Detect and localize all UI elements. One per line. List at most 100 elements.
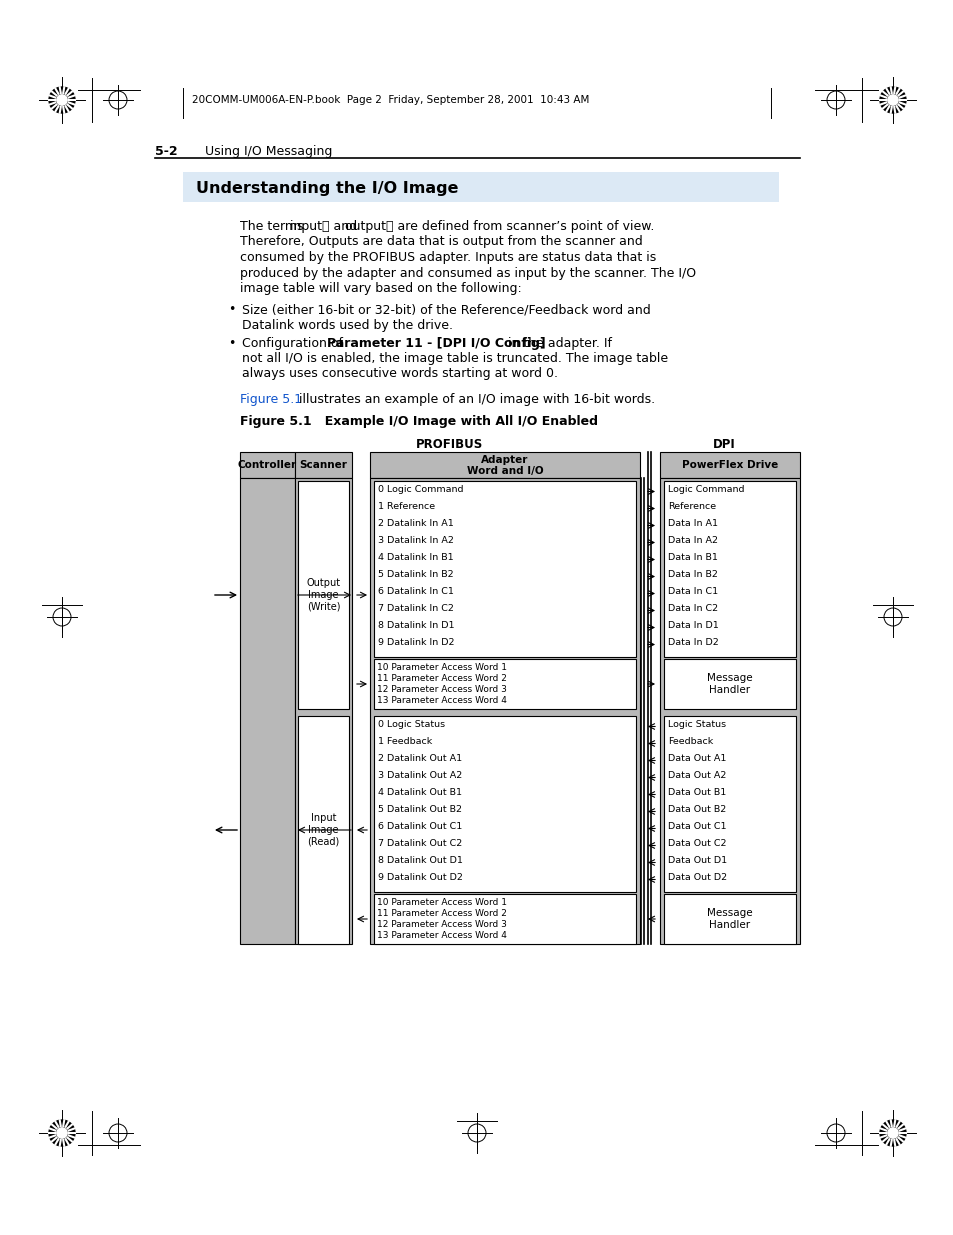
Text: Data Out B1: Data Out B1 xyxy=(667,788,725,797)
Text: 9 Datalink Out D2: 9 Datalink Out D2 xyxy=(377,873,462,882)
Text: 2 Datalink In A1: 2 Datalink In A1 xyxy=(377,519,454,529)
Bar xyxy=(663,716,795,892)
Bar xyxy=(659,452,800,478)
Circle shape xyxy=(887,1128,898,1139)
Text: 11 Parameter Access Word 2: 11 Parameter Access Word 2 xyxy=(376,909,506,918)
Text: Input
Image
(Read): Input Image (Read) xyxy=(307,814,339,847)
Text: DPI: DPI xyxy=(712,438,735,451)
Text: Data In B1: Data In B1 xyxy=(667,553,717,562)
Bar xyxy=(374,894,636,944)
Text: Adapter: Adapter xyxy=(481,454,528,466)
Text: •: • xyxy=(228,304,235,316)
Text: The terms: The terms xyxy=(240,220,307,233)
Text: input and: input and xyxy=(290,220,361,233)
Text: Data Out C1: Data Out C1 xyxy=(667,823,726,831)
Text: 4 Datalink In B1: 4 Datalink In B1 xyxy=(377,553,453,562)
Text: 0 Logic Command: 0 Logic Command xyxy=(377,485,463,494)
Text: in the adapter. If: in the adapter. If xyxy=(503,336,612,350)
Bar xyxy=(374,480,636,657)
Text: •: • xyxy=(228,336,235,350)
Text: Configuration of: Configuration of xyxy=(242,336,347,350)
Bar xyxy=(240,452,294,478)
Text: Parameter 11 - [DPI I/O Config]: Parameter 11 - [DPI I/O Config] xyxy=(327,336,545,350)
Text: Data In B2: Data In B2 xyxy=(667,571,717,579)
Text: 13 Parameter Access Word 4: 13 Parameter Access Word 4 xyxy=(376,697,506,705)
Text: 5 Datalink In B2: 5 Datalink In B2 xyxy=(377,571,453,579)
Text: Data Out D2: Data Out D2 xyxy=(667,873,726,882)
Text: 10 Parameter Access Word 1: 10 Parameter Access Word 1 xyxy=(376,898,506,906)
Text: 11 Parameter Access Word 2: 11 Parameter Access Word 2 xyxy=(376,674,506,683)
Bar xyxy=(374,716,636,892)
Text: Understanding the I/O Image: Understanding the I/O Image xyxy=(195,180,458,195)
Text: Logic Status: Logic Status xyxy=(667,720,725,729)
Text: 4 Datalink Out B1: 4 Datalink Out B1 xyxy=(377,788,461,797)
Text: Data In A2: Data In A2 xyxy=(667,536,718,545)
Text: Data Out A2: Data Out A2 xyxy=(667,771,725,781)
Text: 7 Datalink In C2: 7 Datalink In C2 xyxy=(377,604,454,613)
Text: Message
Handler: Message Handler xyxy=(706,673,752,695)
Text: Logic Command: Logic Command xyxy=(667,485,743,494)
Text: 8 Datalink In D1: 8 Datalink In D1 xyxy=(377,621,454,630)
Text: 12 Parameter Access Word 3: 12 Parameter Access Word 3 xyxy=(376,685,506,694)
Text: Data In C1: Data In C1 xyxy=(667,587,718,597)
Circle shape xyxy=(879,1120,905,1146)
Bar xyxy=(297,716,349,944)
Text: 6 Datalink Out C1: 6 Datalink Out C1 xyxy=(377,823,462,831)
Text: 5 Datalink Out B2: 5 Datalink Out B2 xyxy=(377,805,461,814)
Bar xyxy=(663,894,795,944)
Bar xyxy=(183,172,779,203)
Circle shape xyxy=(57,1128,67,1139)
Text: Message
Handler: Message Handler xyxy=(706,908,752,930)
Text: Figure 5.1: Figure 5.1 xyxy=(240,393,302,406)
Text: 2 Datalink Out A1: 2 Datalink Out A1 xyxy=(377,755,461,763)
Circle shape xyxy=(57,95,67,105)
Bar xyxy=(370,478,639,944)
Text: Using I/O Messaging: Using I/O Messaging xyxy=(205,144,332,158)
Text: Reference: Reference xyxy=(667,501,716,511)
Text: Controller: Controller xyxy=(237,459,296,471)
Text: not all I/O is enabled, the image table is truncated. The image table: not all I/O is enabled, the image table … xyxy=(242,352,667,366)
Text: Data In A1: Data In A1 xyxy=(667,519,718,529)
Text: 3 Datalink Out A2: 3 Datalink Out A2 xyxy=(377,771,462,781)
Bar xyxy=(374,659,636,709)
Text: Therefore, Outputs are data that is output from the scanner and: Therefore, Outputs are data that is outp… xyxy=(240,236,642,248)
Text: Figure 5.1   Example I/O Image with All I/O Enabled: Figure 5.1 Example I/O Image with All I/… xyxy=(240,415,598,427)
Text: Data In C2: Data In C2 xyxy=(667,604,718,613)
Text: produced by the adapter and consumed as input by the scanner. The I/O: produced by the adapter and consumed as … xyxy=(240,267,696,279)
Text: 9 Datalink In D2: 9 Datalink In D2 xyxy=(377,638,454,647)
Text: Feedback: Feedback xyxy=(667,737,713,746)
Text: Data In D1: Data In D1 xyxy=(667,621,718,630)
Text: image table will vary based on the following:: image table will vary based on the follo… xyxy=(240,282,521,295)
Text: 10 Parameter Access Word 1: 10 Parameter Access Word 1 xyxy=(376,663,506,672)
Bar xyxy=(294,478,352,944)
Text: 6 Datalink In C1: 6 Datalink In C1 xyxy=(377,587,454,597)
Text: 3 Datalink In A2: 3 Datalink In A2 xyxy=(377,536,454,545)
Bar xyxy=(663,659,795,709)
Text: Size (either 16-bit or 32-bit) of the Reference/Feedback word and: Size (either 16-bit or 32-bit) of the Re… xyxy=(242,304,650,316)
Text: Datalink words used by the drive.: Datalink words used by the drive. xyxy=(242,319,453,332)
Text: 13 Parameter Access Word 4: 13 Parameter Access Word 4 xyxy=(376,931,506,940)
Text: Output
Image
(Write): Output Image (Write) xyxy=(306,578,340,611)
Circle shape xyxy=(49,86,75,112)
Text: Data Out D1: Data Out D1 xyxy=(667,856,726,864)
Bar xyxy=(297,480,349,709)
Text: 5-2: 5-2 xyxy=(154,144,177,158)
Text: 1 Feedback: 1 Feedback xyxy=(377,737,432,746)
Text: 12 Parameter Access Word 3: 12 Parameter Access Word 3 xyxy=(376,920,506,929)
Circle shape xyxy=(49,1120,75,1146)
Bar xyxy=(240,478,294,944)
Text: Scanner: Scanner xyxy=(299,459,347,471)
Text: PowerFlex Drive: PowerFlex Drive xyxy=(681,459,778,471)
Text: Data Out C2: Data Out C2 xyxy=(667,839,726,848)
Text: consumed by the PROFIBUS adapter. Inputs are status data that is: consumed by the PROFIBUS adapter. Inputs… xyxy=(240,251,656,264)
Circle shape xyxy=(879,86,905,112)
Bar xyxy=(659,478,800,944)
Text: 7 Datalink Out C2: 7 Datalink Out C2 xyxy=(377,839,462,848)
Text: always uses consecutive words starting at word 0.: always uses consecutive words starting a… xyxy=(242,368,558,380)
Text: illustrates an example of an I/O image with 16-bit words.: illustrates an example of an I/O image w… xyxy=(294,393,655,406)
Text: Data Out B2: Data Out B2 xyxy=(667,805,725,814)
Text: PROFIBUS: PROFIBUS xyxy=(416,438,483,451)
Text: Data In D2: Data In D2 xyxy=(667,638,718,647)
Text: 8 Datalink Out D1: 8 Datalink Out D1 xyxy=(377,856,462,864)
Bar xyxy=(370,452,639,478)
